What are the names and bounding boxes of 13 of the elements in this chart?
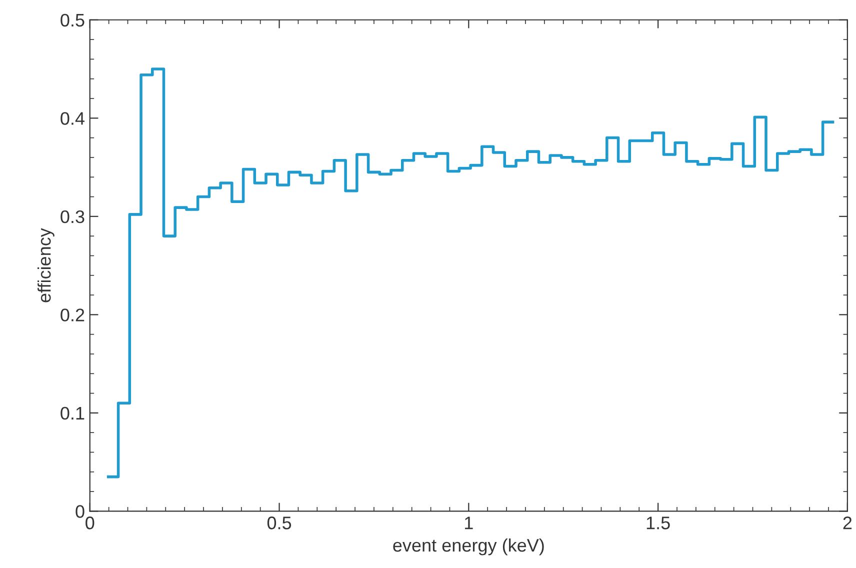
y-tick-label: 0.2	[60, 308, 84, 322]
y-tick-label: 0	[76, 505, 84, 518]
y-tick-label: 0.3	[60, 210, 84, 224]
y-tick-label: 0.1	[60, 406, 84, 420]
x-tick-label: 0	[86, 516, 94, 530]
x-tick-label: 0.5	[267, 516, 292, 530]
y-tick-label: 0.5	[60, 14, 84, 27]
x-tick-label: 1.5	[646, 516, 670, 530]
y-tick-label: 0.4	[60, 112, 84, 125]
y-axis-title: efficiency	[38, 228, 54, 302]
x-tick-label: 2	[843, 516, 852, 530]
x-axis-title: event energy (keV)	[393, 538, 544, 556]
x-tick-label: 1	[465, 516, 473, 530]
